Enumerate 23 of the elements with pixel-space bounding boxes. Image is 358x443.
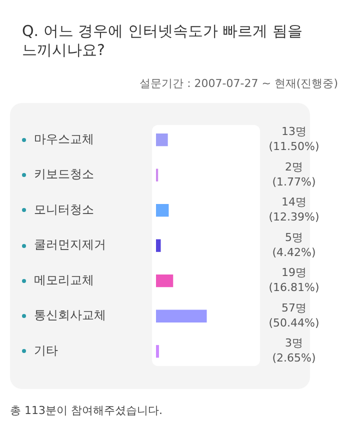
text: 총 113분이 참여해주셨습니다. <box>10 403 164 418</box>
y-tick-label: 모니터청소 <box>34 202 94 216</box>
bar <box>156 134 168 146</box>
y-tick-label: 마우스교체 <box>34 132 94 146</box>
data-label: 14명 (12.39%) <box>268 196 320 224</box>
bar <box>156 239 161 252</box>
bar <box>156 345 159 358</box>
y-tick-label: 쿨러먼지제거 <box>34 238 106 252</box>
bar <box>156 274 174 288</box>
chart-subtitle: 설문기간 : 2007-07-27 ~ 현재(진행중) <box>138 76 338 91</box>
bar <box>156 204 169 217</box>
data-label: 19명 (16.81%) <box>268 266 320 294</box>
y-tick-label: 키보드청소 <box>34 167 94 182</box>
data-label: 3명 (2.65%) <box>272 336 316 365</box>
data-label: 57명 (50.44%) <box>268 301 320 330</box>
data-label: 2명 (1.77%) <box>272 160 316 188</box>
y-tick-label: 메모리교체 <box>34 272 94 287</box>
data-label: 5명 (4.42%) <box>272 230 316 259</box>
y-tick-label: 통신회사교체 <box>34 308 106 322</box>
chart-title: Q. 어느 경우에 인터넷속도가 빠르게 됨을 느끼시나요? <box>21 22 304 60</box>
bar <box>156 310 207 322</box>
data-label: 13명 (11.50%) <box>268 125 320 154</box>
y-tick-label: 기타 <box>34 343 58 358</box>
